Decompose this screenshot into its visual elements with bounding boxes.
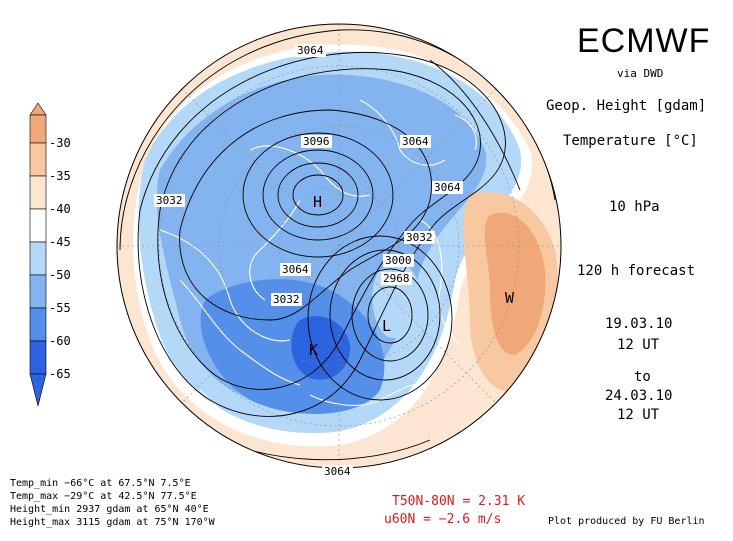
height-contours [119,29,556,461]
temperature-diagnostic: T50N-80N = 2.31 K [392,494,526,509]
colorbar-cell [29,114,47,144]
colorbar-cell [29,274,47,309]
contour-label: 3064 [400,135,431,148]
temp-min-stat: Temp_min −66°C at 67.5°N 7.5°E [10,478,191,489]
contour-label: 3032 [271,293,302,306]
contour-label: 3064 [322,465,353,478]
valid-time: 12 UT [617,407,660,423]
colorbar-tick-label: -55 [49,301,71,315]
contour-label: 3032 [404,231,435,244]
init-time: 12 UT [617,337,660,353]
map-field [117,24,561,468]
colorbar-cell [29,175,47,210]
colorbar-cell [29,208,47,243]
contour-label: 3064 [295,44,326,57]
height-max-stat: Height_max 3115 gdam at 75°N 170°W [10,517,215,528]
variable-temperature: Temperature [°C] [563,133,698,149]
contour-label: 2968 [381,272,412,285]
warm-core [484,212,546,355]
field-band-minus65 [291,316,351,380]
colorbar-tick-label: -40 [49,202,71,216]
high-center-label: H [313,193,322,211]
colorbar-tick-label: -60 [49,334,71,348]
coastlines [159,99,477,441]
warm-center-label: W [505,289,515,307]
model-title: ECMWF [577,22,711,60]
height-min-stat: Height_min 2937 gdam at 65°N 40°E [10,504,209,515]
colorbar-bottom-arrow [29,373,47,407]
contour-label: 3096 [301,135,332,148]
colorbar-cell [29,142,47,177]
contour-label: 3064 [280,263,311,276]
colorbar [29,102,47,407]
colorbar-tick-label: -45 [49,235,71,249]
colorbar-tick-label: -65 [49,367,71,381]
init-date: 19.03.10 [605,316,673,332]
contour-label: 3064 [432,181,463,194]
contour-label: 3000 [383,254,414,267]
credit-note: Plot produced by FU Berlin [548,516,705,527]
pressure-level: 10 hPa [609,199,660,215]
variable-height: Geop. Height [gdam] [546,98,707,114]
colorbar-cell [29,340,47,375]
to-label: to [634,369,651,385]
colorbar-cell [29,241,47,276]
colorbar-tick-label: -35 [49,169,71,183]
forecast-lead: 120 h forecast [577,263,696,279]
colorbar-cell [29,307,47,342]
temp-max-stat: Temp_max −29°C at 42.5°N 77.5°E [10,491,197,502]
graticule [117,24,561,468]
colorbar-tick-label: -50 [49,268,71,282]
wind-diagnostic: u60N = −2.6 m/s [384,512,502,527]
cold-center-label: K [309,341,318,359]
contour-label: 3032 [154,194,185,207]
low-center-label: L [382,317,391,335]
colorbar-tick-label: -30 [49,136,71,150]
valid-date: 24.03.10 [605,388,673,404]
colorbar-top-arrow [29,102,47,116]
source-note: via DWD [617,67,664,80]
